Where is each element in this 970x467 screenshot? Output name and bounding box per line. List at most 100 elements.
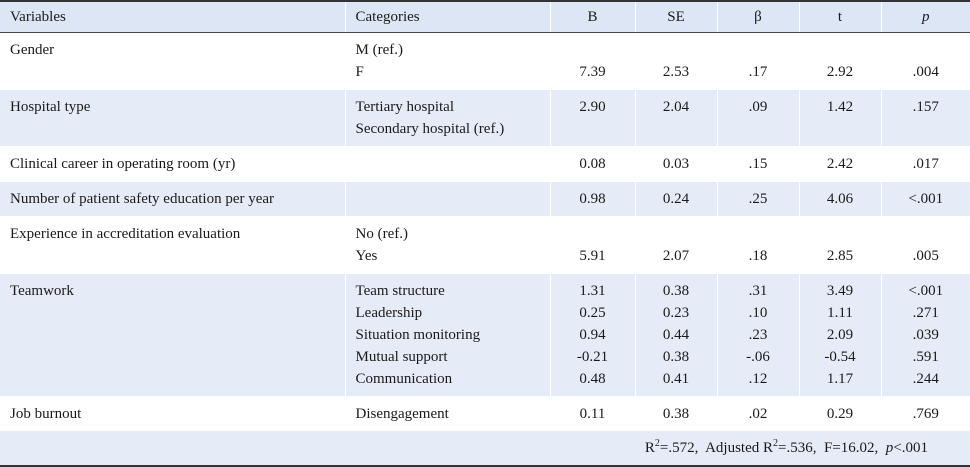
se-value: 0.38 [662,283,690,299]
se-cell: 0.38 [634,396,717,431]
table-row: Experience in accreditation evaluation No… [0,216,970,274]
categories-cell [344,146,550,182]
se-cell: 0.03 [634,146,717,182]
variable-cell: Clinical career in operating room (yr) [0,146,345,182]
beta-value: .15 [748,156,768,172]
model-fit-cell: R2=.572, Adjusted R2=.536, F=16.02, p<.0… [0,431,970,466]
se-cell: 0.38 0.23 0.44 0.38 0.41 [634,273,717,397]
category-label: Situation monitoring [355,327,481,343]
variable-name: Hospital type [10,99,91,115]
variable-name: Number of patient safety education per y… [10,191,275,207]
variable-cell: Gender [0,32,345,90]
b-cell: 0.11 [549,396,635,431]
t-cell: 2.92 [798,32,881,90]
header-p: p [880,1,970,33]
se-value: 0.23 [662,305,690,321]
category-label: Secondary hospital (ref.) [355,121,505,137]
beta-cell: .25 [716,181,799,217]
b-value: 0.98 [579,191,606,207]
beta-cell: .09 [716,89,799,147]
categories-cell: M (ref.) F [344,32,550,90]
p-cell: .004 [880,32,970,90]
category-label: F [355,64,364,80]
b-value: 0.48 [579,371,606,387]
p-cell: <.001 .271 .039 .591 .244 [880,273,970,397]
p-value: .039 [912,327,939,343]
header-categories: Categories [344,1,550,33]
beta-cell: .15 [716,146,799,182]
variable-name: Job burnout [10,406,82,422]
p-value: <.001 [908,191,944,207]
f-statistic: F=16.02, [823,440,879,456]
t-value: 4.06 [826,191,854,207]
t-value: 1.17 [826,371,854,387]
t-value: 1.11 [827,305,853,321]
category-label [356,188,550,210]
b-value: 2.90 [579,99,606,115]
beta-cell: .18 [716,216,799,274]
b-value: 0.94 [579,327,606,343]
variable-cell: Job burnout [0,396,345,431]
category-label: Disengagement [355,406,449,422]
beta-value: .25 [748,191,768,207]
p-cell: .157 [880,89,970,147]
header-se: SE [634,1,717,33]
beta-value: .31 [748,283,768,299]
table-body: Gender M (ref.) F 7.39 2.53 .17 2.92 .004 Hospit… [0,32,970,431]
variable-cell: Hospital type [0,89,345,147]
t-value: 0.29 [826,406,854,422]
se-value: 0.44 [662,327,690,343]
p-cell: .769 [880,396,970,431]
b-cell: 5.91 [549,216,635,274]
p-value: .017 [912,156,939,172]
table-row: Job burnout Disengagement 0.11 0.38 .02 0.29.… [0,396,970,431]
category-label: M (ref.) [355,42,403,58]
se-cell: 0.24 [634,181,717,217]
table-row: Teamwork Team structure Leadership Situatio… [0,273,970,397]
t-value: 3.49 [826,283,854,299]
beta-value: .23 [748,327,768,343]
variable-name: Teamwork [10,283,74,299]
se-cell: 2.07 [634,216,717,274]
beta-value: .12 [748,371,768,387]
se-value: 0.41 [662,371,690,387]
se-value: 0.24 [662,191,690,207]
table-row: Hospital type Tertiary hospital Secondary … [0,89,970,147]
adj-r2-sup: 2 [773,438,778,449]
model-p-value: <.001 [893,440,928,456]
r2-value: =.572, [659,440,699,456]
beta-value: .09 [748,99,768,115]
p-value: .157 [912,99,939,115]
b-cell: 0.98 [549,181,635,217]
header-t: t [798,1,881,33]
p-cell: .017 [880,146,970,182]
categories-cell: Disengagement [344,396,550,431]
t-cell: 0.29 [798,396,881,431]
table-row: Clinical career in operating room (yr) 0.… [0,146,970,182]
variable-cell: Number of patient safety education per y… [0,181,345,217]
table-row: Number of patient safety education per y… [0,181,970,217]
t-value: -0.54 [824,349,856,365]
category-label: Tertiary hospital [355,99,455,115]
b-value: 5.91 [579,248,606,264]
p-value: .769 [912,406,939,422]
adj-r2-prefix: Adjusted R [705,440,773,456]
b-value: 0.25 [579,305,606,321]
beta-value: -.06 [746,349,770,365]
se-value: 2.53 [662,64,690,80]
b-cell: 7.39 [549,32,635,90]
p-value: .004 [912,64,939,80]
b-cell: 2.90 [549,89,635,147]
b-cell: 1.31 0.25 0.94 -0.21 0.48 [549,273,635,397]
beta-value: .18 [748,248,768,264]
p-cell: <.001 [880,181,970,217]
b-value: 7.39 [579,64,606,80]
category-label: Leadership [355,305,423,321]
categories-cell: Tertiary hospital Secondary hospital (ref… [344,89,550,147]
se-value: 0.38 [662,349,690,365]
p-value: <.001 [908,283,944,299]
variable-name: Experience in accreditation evaluation [10,226,241,242]
beta-cell: .31 .10 .23 -.06 .12 [716,273,799,397]
categories-cell [344,181,550,217]
